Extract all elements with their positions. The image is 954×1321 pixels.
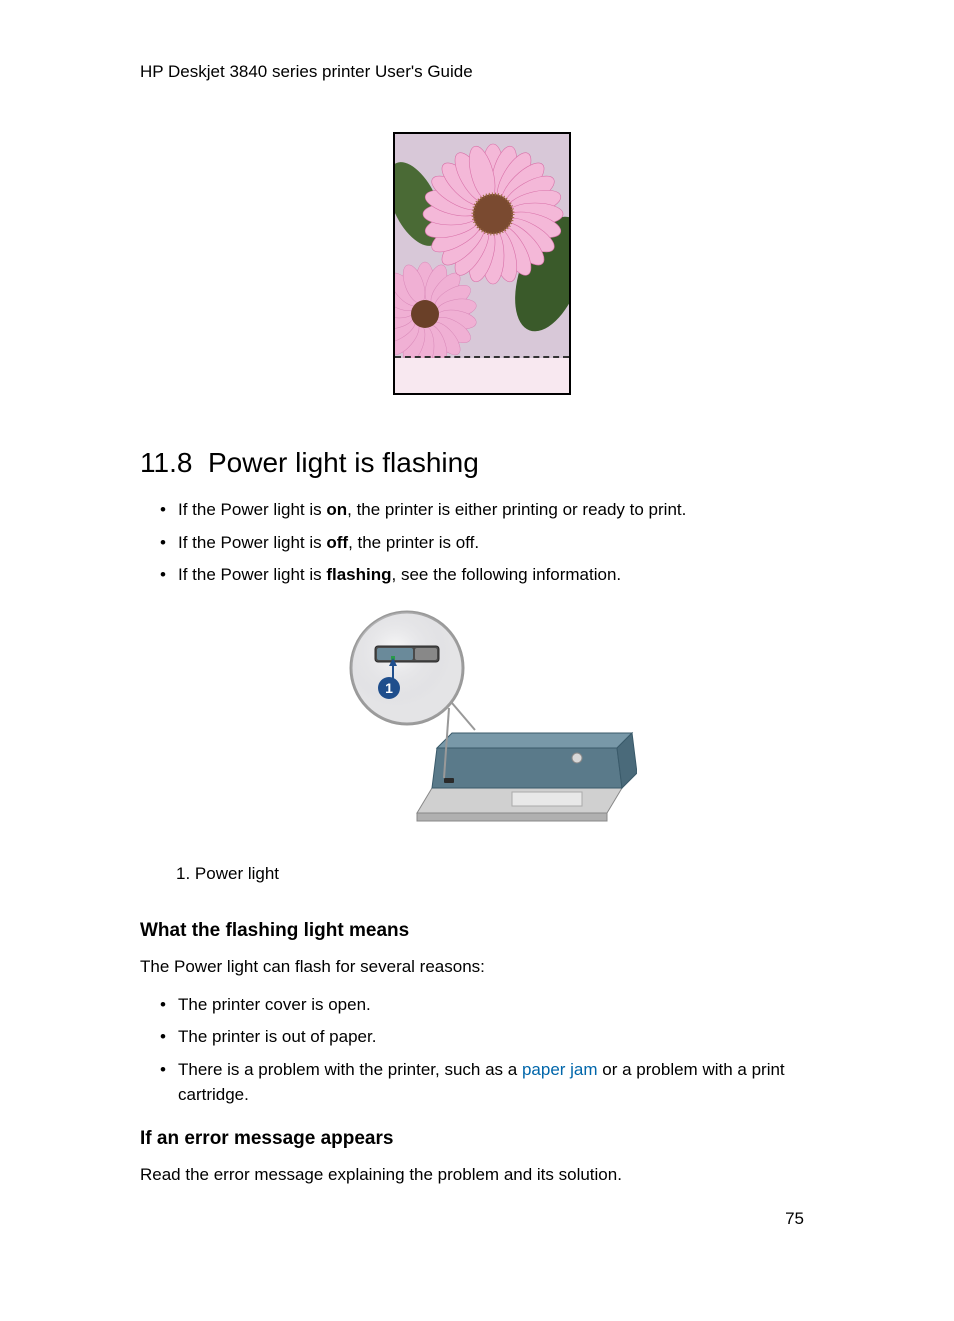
subsection-heading: If an error message appears bbox=[140, 1128, 824, 1150]
paper-jam-link[interactable]: paper jam bbox=[522, 1060, 598, 1079]
list-item: There is a problem with the printer, suc… bbox=[178, 1057, 824, 1108]
bullet-bold: off bbox=[326, 533, 348, 552]
figure-caption-item: 1. Power light bbox=[176, 861, 824, 887]
caption-number: 1. bbox=[176, 864, 190, 883]
bullet-bold: on bbox=[326, 500, 347, 519]
bullet-bold: flashing bbox=[326, 565, 391, 584]
bullet-prefix: If the Power light is bbox=[178, 533, 326, 552]
subsection-body: Read the error message explaining the pr… bbox=[140, 1162, 824, 1188]
page-header: HP Deskjet 3840 series printer User's Gu… bbox=[140, 62, 824, 82]
callout-number: 1 bbox=[385, 680, 393, 696]
sample-photo-image bbox=[395, 134, 569, 358]
list-item: If the Power light is off, the printer i… bbox=[178, 530, 824, 556]
bullet-suffix: , see the following information. bbox=[392, 565, 622, 584]
bullet-suffix: , the printer is either printing or read… bbox=[347, 500, 686, 519]
bullet-prefix: If the Power light is bbox=[178, 500, 326, 519]
list-item: The printer is out of paper. bbox=[178, 1024, 824, 1050]
sample-photo-frame bbox=[393, 132, 571, 395]
photo-tear-line bbox=[395, 356, 569, 358]
bullet-prefix: There is a problem with the printer, suc… bbox=[178, 1060, 522, 1079]
reasons-bullet-list: The printer cover is open. The printer i… bbox=[140, 992, 824, 1108]
subsection-intro: The Power light can flash for several re… bbox=[140, 954, 824, 980]
bullet-suffix: , the printer is off. bbox=[348, 533, 479, 552]
bullet-prefix: If the Power light is bbox=[178, 565, 326, 584]
caption-text: Power light bbox=[195, 864, 279, 883]
section-number: 11.8 bbox=[140, 447, 192, 478]
list-item: If the Power light is flashing, see the … bbox=[178, 562, 824, 588]
list-item: The printer cover is open. bbox=[178, 992, 824, 1018]
section-heading: 11.8 Power light is flashing bbox=[140, 447, 824, 479]
section-title: Power light is flashing bbox=[208, 447, 479, 478]
figure-caption-list: 1. Power light bbox=[140, 861, 824, 887]
list-item: If the Power light is on, the printer is… bbox=[178, 497, 824, 523]
intro-bullet-list: If the Power light is on, the printer is… bbox=[140, 497, 824, 588]
subsection-heading: What the flashing light means bbox=[140, 920, 824, 942]
printer-diagram: 1 bbox=[327, 608, 637, 833]
page-number: 75 bbox=[785, 1209, 804, 1229]
